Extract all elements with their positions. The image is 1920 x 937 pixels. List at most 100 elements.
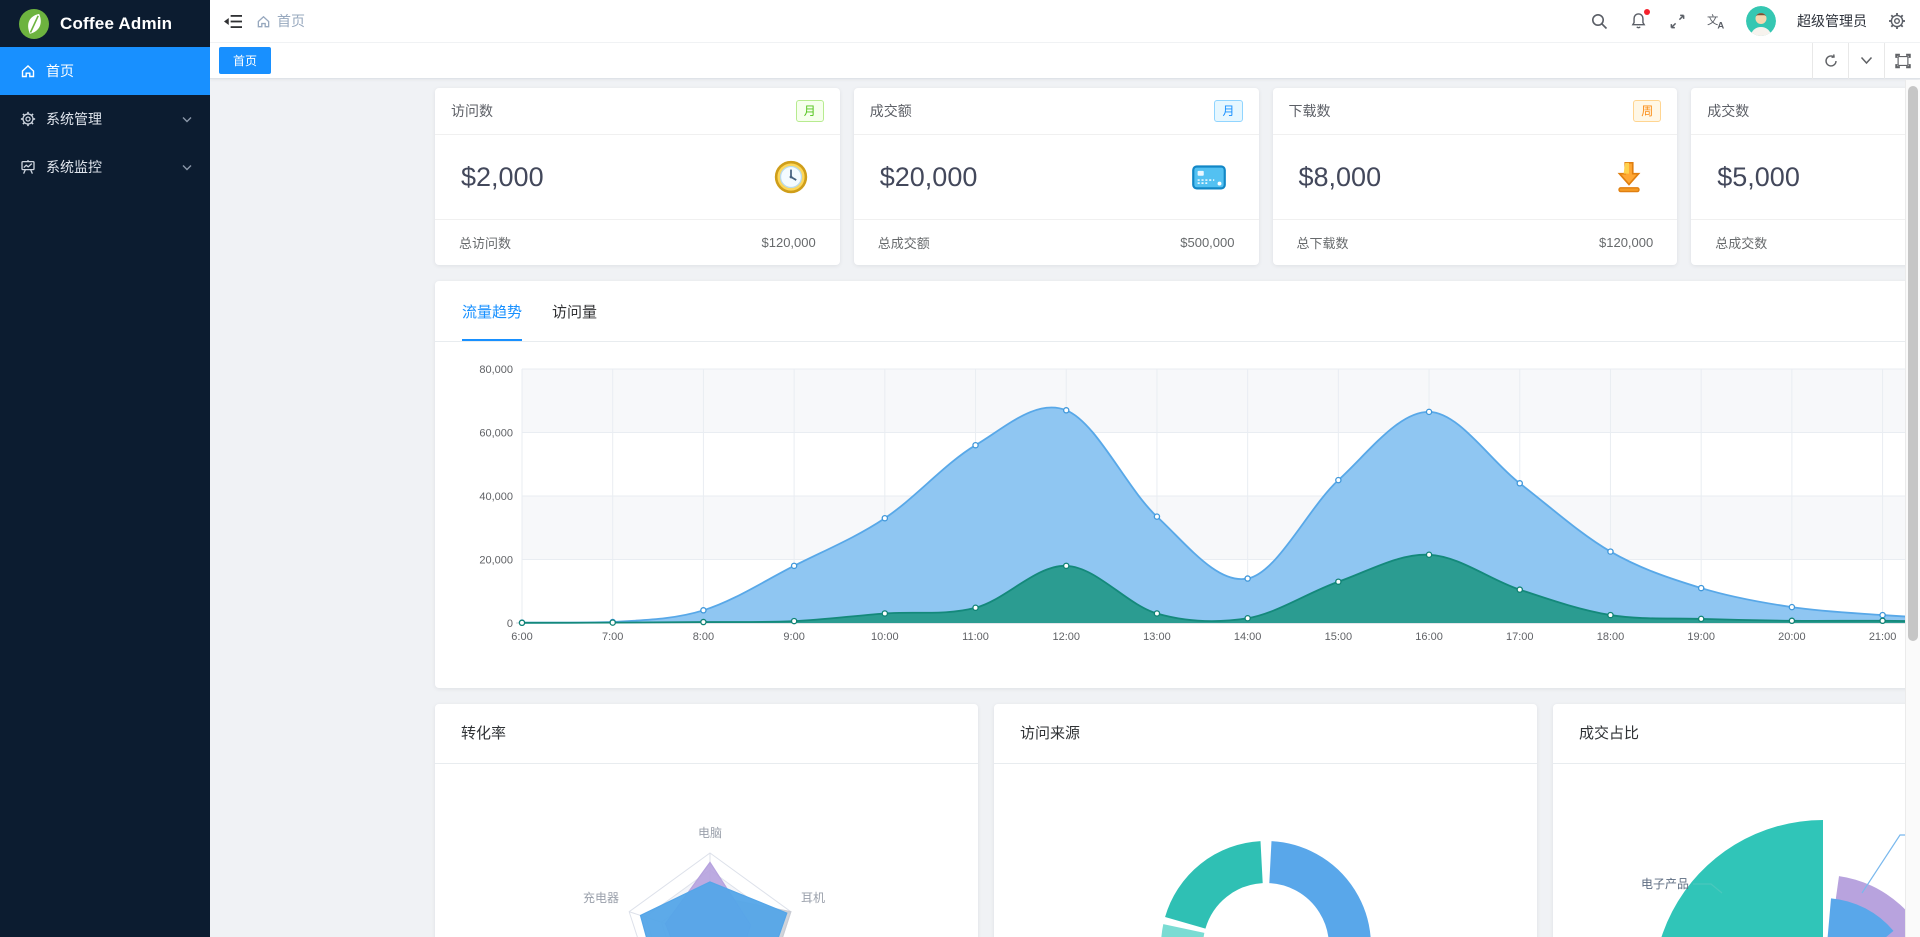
svg-text:20:00: 20:00	[1778, 631, 1806, 643]
stat-card-transaction-amount: 成交额 月 $20,000	[853, 88, 1259, 265]
conversion-radar-chart: 电脑耳机 充电器	[435, 764, 978, 937]
visit-source-donut-chart	[994, 764, 1537, 937]
page-scrollbar[interactable]	[1905, 80, 1920, 937]
card-title: 转化率	[435, 704, 978, 764]
notification-bell-icon[interactable]	[1629, 9, 1650, 30]
svg-text:A: A	[1717, 21, 1724, 30]
spring-leaf-logo-icon	[18, 8, 50, 40]
stat-title: 成交额	[869, 103, 912, 119]
svg-text:8:00: 8:00	[693, 631, 714, 643]
tag-home[interactable]: 首页	[219, 47, 272, 74]
period-badge-month[interactable]: 月	[1214, 100, 1243, 122]
tab-visit-volume[interactable]: 访问量	[552, 304, 598, 321]
stat-cards-row: 访问数 月 $2,000	[435, 88, 1920, 265]
home-icon	[20, 63, 36, 79]
app-logo[interactable]: Coffee Admin	[0, 0, 210, 47]
stat-title: 成交数	[1707, 103, 1750, 119]
stat-footer-label: 总成交数	[1715, 236, 1768, 251]
period-badge-month[interactable]: 月	[795, 100, 824, 122]
page-content: 访问数 月 $2,000	[420, 80, 1920, 937]
settings-gear-icon[interactable]	[1888, 12, 1906, 30]
svg-text:电脑: 电脑	[698, 826, 722, 840]
svg-text:耳机: 耳机	[801, 891, 825, 905]
sidebar-item-system-monitor[interactable]: 系统监控	[0, 143, 210, 191]
svg-text:充电器: 充电器	[583, 890, 619, 905]
svg-text:80,000: 80,000	[479, 364, 513, 376]
top-navbar: 首页	[210, 0, 1920, 43]
stat-footer-value: $120,000	[1599, 235, 1654, 250]
translate-icon[interactable]: 文 A	[1707, 12, 1725, 30]
svg-text:6:00: 6:00	[511, 631, 532, 643]
clock-icon	[770, 156, 812, 198]
sidebar: Coffee Admin 首页	[0, 0, 210, 937]
svg-text:7:00: 7:00	[602, 631, 623, 643]
breadcrumb-home: 首页	[277, 13, 305, 29]
stat-value: $20,000	[879, 161, 978, 192]
main-area: 首页	[210, 0, 1920, 937]
stat-footer-value: $120,000	[761, 235, 816, 250]
chevron-down-icon	[182, 164, 192, 171]
app-title: Coffee Admin	[60, 13, 173, 33]
visit-source-card: 访问来源	[994, 704, 1537, 937]
svg-text:15:00: 15:00	[1325, 631, 1353, 643]
menu-fold-icon[interactable]	[224, 12, 242, 30]
svg-text:60,000: 60,000	[479, 428, 513, 440]
svg-text:16:00: 16:00	[1415, 631, 1443, 643]
svg-text:9:00: 9:00	[783, 631, 804, 643]
period-badge-week[interactable]: 周	[1633, 100, 1662, 122]
stat-footer-label: 总成交额	[877, 236, 930, 251]
trend-tabs: 流量趋势 访问量	[435, 281, 1920, 342]
sidebar-item-system-management[interactable]: 系统管理	[0, 95, 210, 143]
credit-card-icon	[1187, 156, 1231, 198]
svg-text:12:00: 12:00	[1052, 631, 1080, 643]
gear-icon	[20, 111, 36, 127]
sidebar-menu: 首页 系统管理	[0, 47, 210, 191]
current-user-name[interactable]: 超级管理员	[1797, 13, 1867, 29]
svg-text:0: 0	[507, 618, 513, 630]
avatar[interactable]	[1746, 6, 1776, 36]
stat-value: $8,000	[1298, 161, 1382, 192]
notification-badge-dot	[1644, 9, 1650, 15]
sidebar-item-label: 首页	[46, 63, 74, 79]
sidebar-item-label: 系统管理	[46, 111, 102, 127]
traffic-trend-area-chart: 0 20,000 40,000 60,000 80,000 6:00 7:00 8:00 9:0…	[435, 349, 1920, 649]
svg-text:19:00: 19:00	[1687, 631, 1715, 643]
refresh-icon[interactable]	[1812, 42, 1848, 79]
breadcrumb[interactable]: 首页	[256, 11, 305, 31]
conversion-rate-card: 转化率 电脑耳机 充电器	[435, 704, 978, 937]
stat-card-downloads: 下载数 周 $8,000 总下载数 $120,000	[1272, 88, 1678, 265]
traffic-trend-card: 流量趋势 访问量 0 20,000 40,000 60,000 80,000 6:00 7:…	[435, 281, 1920, 688]
svg-text:14:00: 14:00	[1234, 631, 1262, 643]
stat-value: $5,000	[1717, 161, 1800, 192]
svg-text:40,000: 40,000	[479, 491, 513, 503]
monitor-icon	[20, 159, 36, 175]
fullscreen-icon[interactable]	[1668, 12, 1686, 30]
svg-text:20,000: 20,000	[479, 555, 513, 567]
svg-text:电子产品: 电子产品	[1641, 877, 1689, 891]
home-icon	[257, 15, 270, 27]
download-icon	[1609, 156, 1649, 198]
deal-share-pie-chart: 电子产品化妆品	[1553, 764, 1920, 937]
maximize-view-icon[interactable]	[1884, 42, 1920, 79]
card-title: 访问来源	[994, 704, 1537, 764]
search-icon[interactable]	[1590, 12, 1608, 30]
stat-footer-label: 总访问数	[459, 236, 512, 251]
stat-card-visits: 访问数 月 $2,000	[435, 88, 840, 265]
chevron-down-icon	[182, 116, 192, 123]
svg-text:21:00: 21:00	[1869, 631, 1897, 643]
svg-text:18:00: 18:00	[1597, 631, 1625, 643]
svg-text:11:00: 11:00	[962, 631, 989, 643]
card-title: 成交占比	[1553, 704, 1920, 764]
tab-traffic-trend[interactable]: 流量趋势	[462, 301, 523, 341]
stat-value: $2,000	[461, 161, 544, 192]
stat-footer-label: 总下载数	[1296, 236, 1349, 251]
deal-share-card: 成交占比 电子产品化妆品	[1553, 704, 1920, 937]
chevron-down-icon[interactable]	[1848, 42, 1884, 79]
tags-view-bar: 首页	[210, 42, 1920, 79]
stat-title: 访问数	[451, 103, 493, 119]
sidebar-item-home[interactable]: 首页	[0, 47, 210, 95]
sidebar-item-label: 系统监控	[46, 159, 102, 175]
scrollbar-thumb[interactable]	[1908, 86, 1918, 641]
svg-text:文: 文	[1707, 13, 1718, 27]
